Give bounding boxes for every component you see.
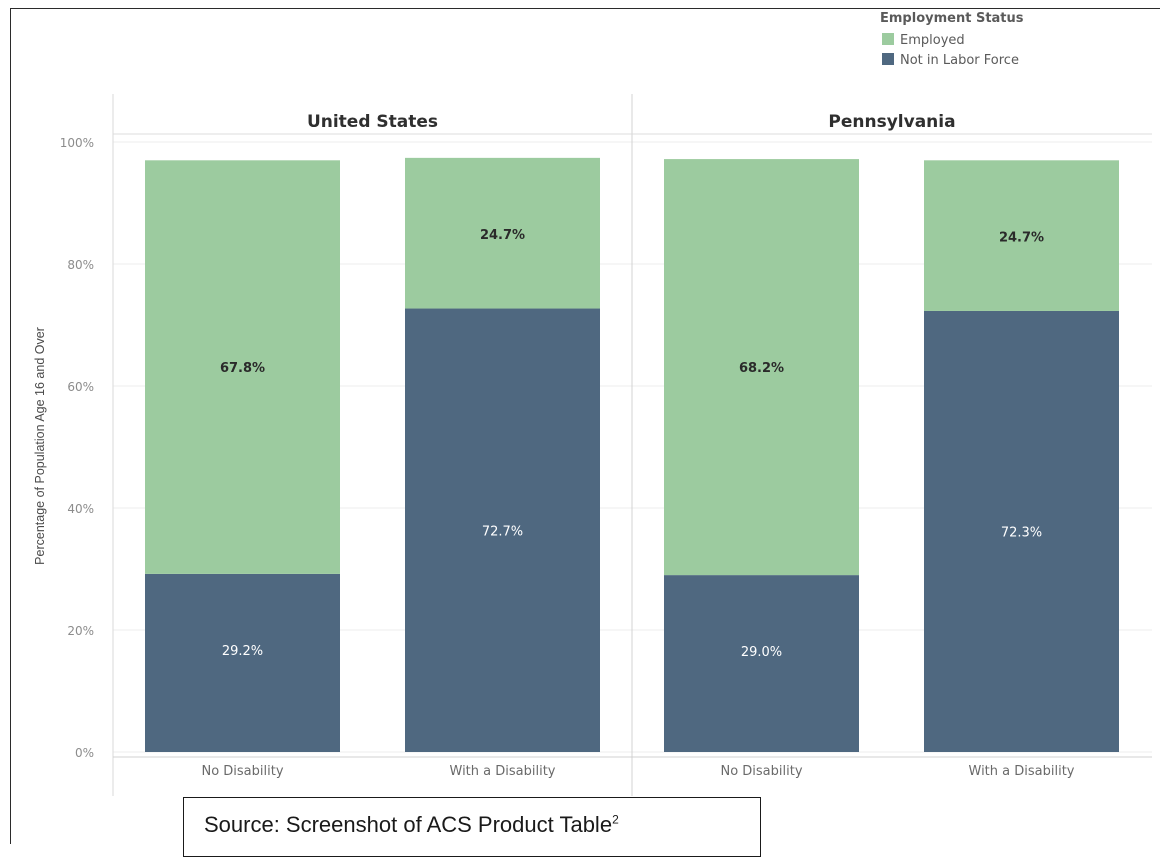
frame-top-border xyxy=(10,8,1160,9)
source-caption-text: Source: Screenshot of ACS Product Table xyxy=(204,812,613,837)
legend-swatch xyxy=(882,53,894,65)
bar-segment-not-in-labor-force xyxy=(145,573,340,752)
legend-swatch xyxy=(882,33,894,45)
x-tick-label: No Disability xyxy=(201,764,283,779)
panel-title: United States xyxy=(307,112,438,132)
source-caption: Source: Screenshot of ACS Product Table2 xyxy=(204,812,619,838)
source-caption-superscript: 2 xyxy=(612,812,619,827)
data-label: 29.0% xyxy=(741,645,782,660)
data-label: 72.3% xyxy=(1001,525,1042,540)
panel-title: Pennsylvania xyxy=(828,112,955,132)
source-caption-box: Source: Screenshot of ACS Product Table2 xyxy=(183,797,761,857)
y-tick-label: 20% xyxy=(67,624,94,638)
legend-title: Employment Status xyxy=(880,11,1024,26)
data-label: 29.2% xyxy=(222,644,263,659)
bar-segment-employed xyxy=(924,160,1119,311)
stacked-bar-chart: 0% 20% 40% 60% 80% 100% Percentage of Populati… xyxy=(33,11,1152,796)
y-tick-label: 60% xyxy=(67,380,94,394)
bar-segment-employed xyxy=(145,160,340,574)
data-label: 24.7% xyxy=(999,230,1044,245)
legend-label: Employed xyxy=(900,33,965,48)
y-axis-label: Percentage of Population Age 16 and Over xyxy=(33,327,47,565)
data-label: 24.7% xyxy=(480,228,525,243)
bar-segment-not-in-labor-force xyxy=(405,308,600,752)
data-label: 68.2% xyxy=(739,361,784,376)
x-tick-label: With a Disability xyxy=(969,764,1075,779)
y-tick-label: 80% xyxy=(67,258,94,272)
frame-left-border xyxy=(10,8,11,844)
bar-segment-not-in-labor-force xyxy=(924,310,1119,752)
legend-label: Not in Labor Force xyxy=(900,53,1019,68)
x-tick-label: No Disability xyxy=(720,764,802,779)
data-label: 72.7% xyxy=(482,524,523,539)
y-tick-label: 100% xyxy=(60,136,94,150)
x-tick-label: With a Disability xyxy=(450,764,556,779)
bar-segment-employed xyxy=(664,159,859,576)
bar-segment-not-in-labor-force xyxy=(664,575,859,752)
y-tick-label: 40% xyxy=(67,502,94,516)
bar-segment-employed xyxy=(405,157,600,309)
data-label: 67.8% xyxy=(220,361,265,376)
y-tick-label: 0% xyxy=(75,746,94,760)
